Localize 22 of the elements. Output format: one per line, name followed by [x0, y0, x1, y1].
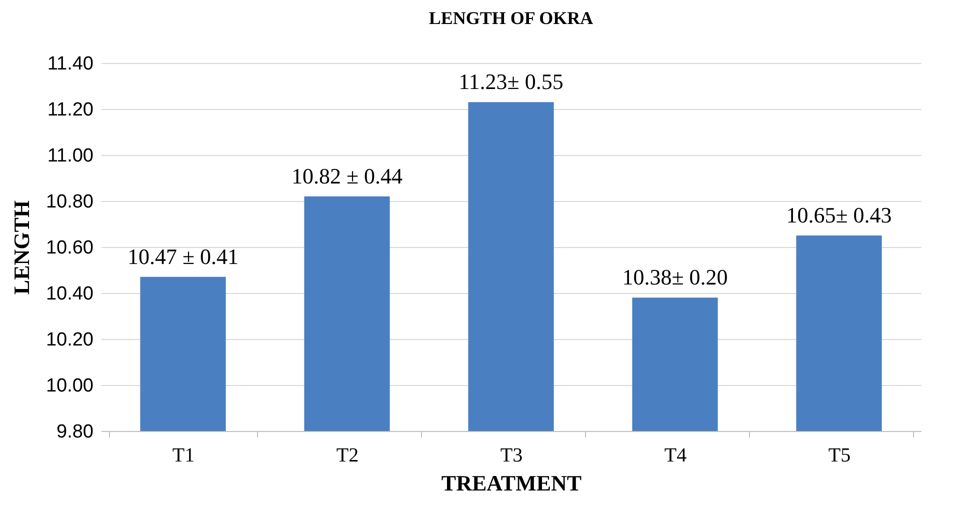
y-tick-label: 11.00	[47, 146, 94, 166]
y-tick-label: 10.20	[46, 330, 94, 350]
y-tick-label: 10.40	[46, 284, 94, 304]
x-tick-label: T3	[500, 444, 523, 466]
y-tick-label: 10.60	[46, 238, 94, 258]
x-axis-title: TREATMENT	[441, 470, 582, 496]
x-tick-label: T4	[664, 444, 687, 466]
y-tick-label: 10.00	[46, 376, 94, 396]
x-tick-label: T2	[336, 444, 359, 466]
y-tick-label: 11.20	[47, 100, 94, 120]
y-tick-label: 9.80	[56, 422, 94, 442]
data-label: 11.23± 0.55	[458, 69, 564, 94]
y-tick-label: 10.80	[46, 192, 94, 212]
y-axis-title: LENGTH	[8, 200, 34, 295]
y-tick-label: 11.40	[47, 54, 94, 74]
x-tick-label: T1	[172, 444, 195, 466]
data-label: 10.65± 0.43	[786, 202, 892, 228]
data-label: 10.47 ± 0.41	[127, 244, 239, 269]
data-label: 10.82 ± 0.44	[291, 163, 403, 188]
x-tick-label: T5	[828, 444, 851, 466]
chart-title: LENGTH OF OKRA	[428, 8, 594, 28]
data-label: 10.38± 0.20	[622, 264, 728, 290]
